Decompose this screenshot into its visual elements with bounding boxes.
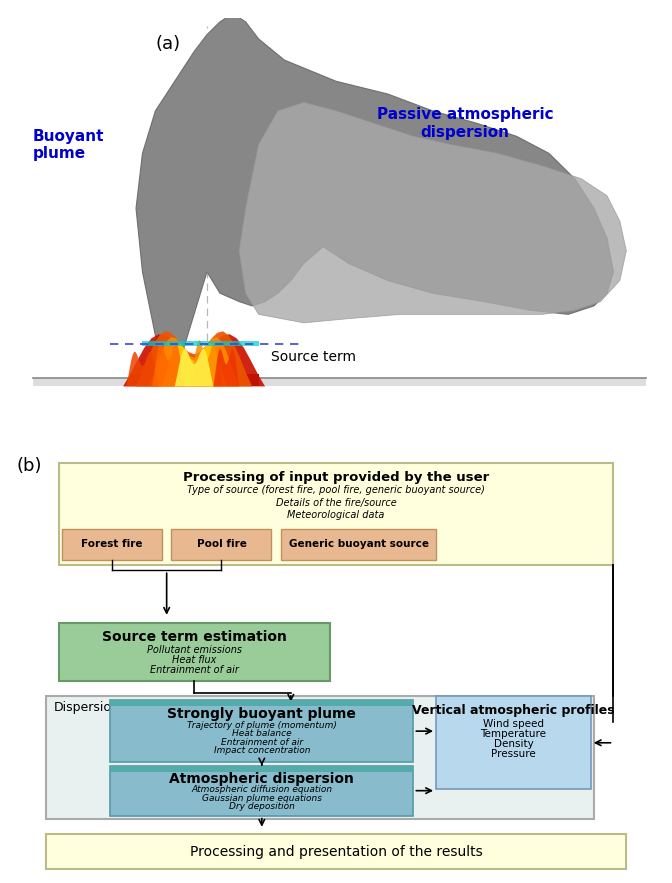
FancyBboxPatch shape [46,696,594,819]
Polygon shape [191,340,223,387]
FancyBboxPatch shape [58,623,329,682]
Text: Source term estimation: Source term estimation [101,630,286,645]
Polygon shape [136,331,252,387]
Text: Dry deposition: Dry deposition [229,802,295,811]
FancyBboxPatch shape [110,700,413,706]
Text: Temperature: Temperature [480,729,546,739]
Text: (b): (b) [17,457,42,475]
Polygon shape [162,343,226,387]
Polygon shape [175,349,214,387]
Text: Heat balance: Heat balance [232,729,292,738]
Text: Passive atmospheric
dispersion: Passive atmospheric dispersion [377,108,553,140]
Text: Forest fire: Forest fire [81,540,142,549]
FancyBboxPatch shape [436,696,591,789]
Polygon shape [123,334,265,387]
FancyBboxPatch shape [62,529,162,560]
Text: Type of source (forest fire, pool fire, generic buoyant source): Type of source (forest fire, pool fire, … [187,485,485,495]
Text: Entrainment of air: Entrainment of air [220,737,303,747]
Text: Density: Density [493,739,534,749]
Polygon shape [130,374,259,387]
Polygon shape [214,349,239,387]
FancyBboxPatch shape [110,700,413,762]
Text: Pool fire: Pool fire [196,540,247,549]
Text: Generic buoyant source: Generic buoyant source [288,540,429,549]
Text: Details of the fire/source: Details of the fire/source [276,498,396,508]
Text: Source term: Source term [271,350,356,364]
Text: Entrainment of air: Entrainment of air [150,665,239,675]
FancyBboxPatch shape [110,766,413,816]
Text: Vertical atmospheric profiles: Vertical atmospheric profiles [412,704,615,717]
Polygon shape [126,351,159,387]
Text: Buoyant
plume: Buoyant plume [33,129,104,161]
Text: Meteorological data: Meteorological data [288,509,384,520]
FancyBboxPatch shape [171,529,271,560]
Polygon shape [33,378,646,387]
Text: Atmospheric dispersion: Atmospheric dispersion [169,773,354,787]
FancyBboxPatch shape [110,766,413,772]
Text: Pressure: Pressure [491,749,536,758]
Text: Gaussian plume equations: Gaussian plume equations [202,794,322,803]
Text: Processing of input provided by the user: Processing of input provided by the user [183,471,489,484]
Text: Dispersion: Dispersion [54,701,120,714]
Text: Atmospheric diffusion equation: Atmospheric diffusion equation [192,785,333,794]
Text: Trajectory of plume (momentum): Trajectory of plume (momentum) [187,721,337,729]
Text: Impact concentration: Impact concentration [214,746,310,755]
Polygon shape [136,13,614,374]
Text: Pollutant emissions: Pollutant emissions [146,645,241,655]
FancyBboxPatch shape [281,529,436,560]
Text: Wind speed: Wind speed [483,720,544,729]
Polygon shape [149,337,239,387]
Polygon shape [239,102,626,323]
Text: Heat flux: Heat flux [172,655,216,665]
Polygon shape [152,343,184,387]
FancyBboxPatch shape [46,834,626,869]
Text: Processing and presentation of the results: Processing and presentation of the resul… [190,845,482,858]
Text: (a): (a) [155,34,181,53]
FancyBboxPatch shape [58,463,614,565]
Polygon shape [142,341,259,346]
Text: Strongly buoyant plume: Strongly buoyant plume [167,707,356,721]
